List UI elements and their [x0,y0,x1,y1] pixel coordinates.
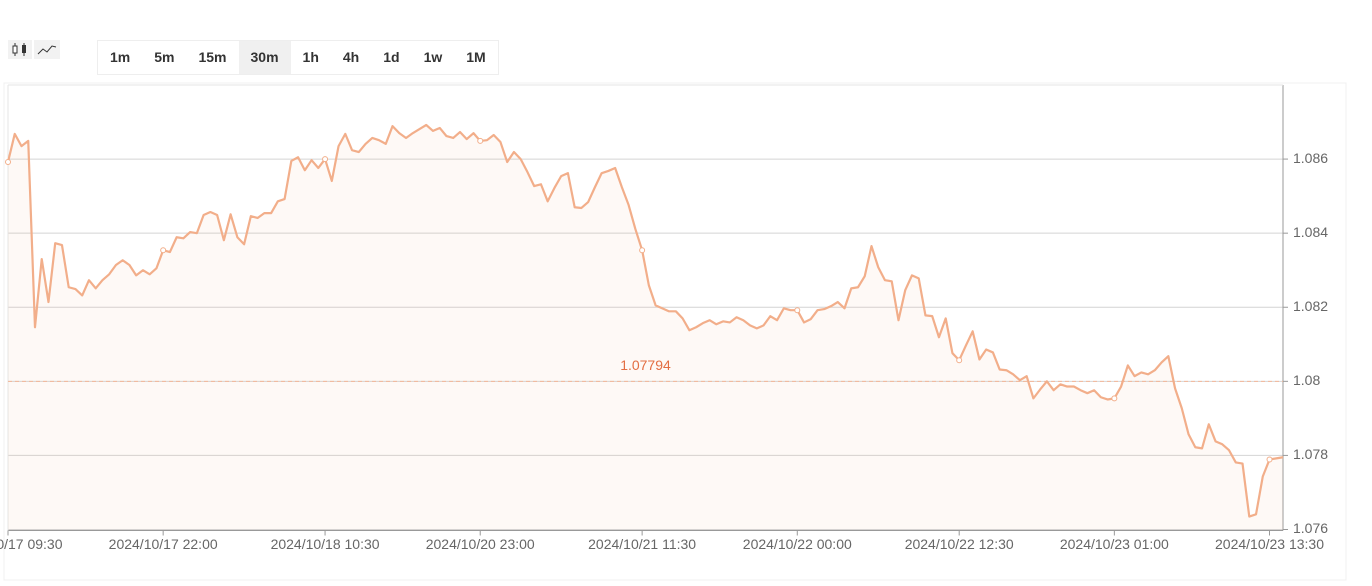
chart-type-icons[interactable] [8,40,60,59]
x-tick-label: 2024/10/23 01:00 [1060,536,1169,552]
point-marker [639,247,646,254]
point-marker [477,137,484,144]
point-marker [794,307,801,314]
y-tick-label: 1.084 [1293,224,1328,240]
point-marker [1266,456,1273,463]
reference-label: 1.07794 [620,357,671,373]
candle-icon [12,45,18,54]
point-marker [160,247,167,254]
y-tick-label: 1.086 [1293,150,1328,166]
line-icon [37,45,57,55]
y-tick-label: 1.076 [1293,520,1328,536]
x-tick-label: 2024/10/17 22:00 [109,536,218,552]
x-tick-label: 2024/10/22 12:30 [905,536,1014,552]
point-marker [322,156,329,163]
candle-icon-bg[interactable] [8,40,32,59]
x-tick-label: 2024/10/18 10:30 [271,536,380,552]
interval-button[interactable]: 1d [383,49,400,65]
interval-button[interactable]: 5m [154,49,175,65]
interval-button[interactable]: 1M [466,49,486,65]
y-tick-label: 1.078 [1293,446,1328,462]
interval-button[interactable]: 1h [302,49,319,65]
chart-frame [3,82,1347,581]
point-marker [5,159,11,166]
x-tick-label: 2024/10/17 09:30 [0,536,63,552]
interval-button[interactable]: 30m [238,41,291,74]
x-tick-label: 2024/10/22 00:00 [743,536,852,552]
candle-icon [22,45,26,53]
interval-toolbar: 1m 5m 15m 30m 1h 4h 1d 1w 1M [97,40,499,75]
y-tick-label: 1.08 [1293,372,1320,388]
x-tick-label: 2024/10/20 23:00 [426,536,535,552]
point-marker [1111,395,1118,402]
interval-button[interactable]: 1m [110,49,131,65]
point-marker [956,357,963,364]
interval-button[interactable]: 1w [423,49,443,65]
line-icon-bg[interactable] [34,40,60,59]
x-tick-label: 2024/10/23 13:30 [1215,536,1324,552]
x-tick-label: 2024/10/21 11:30 [588,536,696,552]
y-tick-label: 1.082 [1293,298,1328,314]
interval-button[interactable]: 15m [198,49,227,65]
interval-button[interactable]: 4h [342,49,360,65]
area [8,125,1283,530]
price-line [6,123,1284,518]
